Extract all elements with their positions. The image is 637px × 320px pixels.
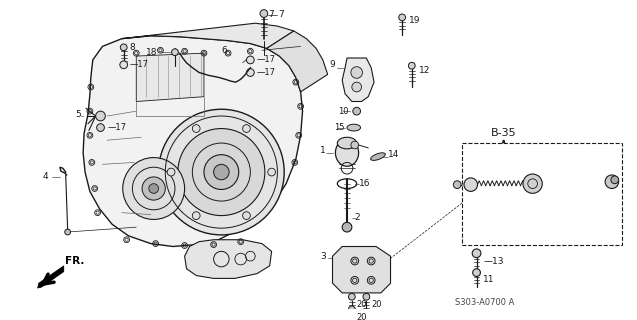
Circle shape — [523, 174, 542, 193]
Text: —17: —17 — [129, 60, 148, 69]
Circle shape — [399, 14, 406, 21]
Circle shape — [120, 44, 127, 51]
Text: 14: 14 — [388, 150, 399, 159]
Text: 4: 4 — [43, 172, 48, 181]
Text: 20: 20 — [357, 300, 367, 309]
Text: 20: 20 — [371, 300, 382, 309]
Circle shape — [171, 49, 178, 56]
Circle shape — [192, 125, 200, 132]
Circle shape — [348, 306, 355, 313]
Text: —17: —17 — [256, 55, 275, 64]
Text: 10: 10 — [338, 107, 349, 116]
Text: —17: —17 — [107, 123, 126, 132]
Text: 15: 15 — [334, 123, 344, 132]
Text: 11: 11 — [483, 275, 495, 284]
Ellipse shape — [371, 153, 385, 160]
Circle shape — [149, 184, 159, 193]
Circle shape — [96, 111, 105, 121]
Ellipse shape — [338, 137, 357, 149]
Text: 1: 1 — [320, 146, 326, 155]
Circle shape — [473, 269, 480, 276]
Polygon shape — [38, 266, 64, 288]
Circle shape — [142, 177, 165, 200]
Circle shape — [611, 176, 619, 184]
Circle shape — [159, 109, 284, 235]
Circle shape — [178, 129, 265, 216]
Circle shape — [97, 124, 104, 132]
Circle shape — [213, 164, 229, 180]
Circle shape — [351, 141, 359, 149]
Text: —13: —13 — [483, 257, 504, 266]
Text: 7: 7 — [278, 10, 284, 19]
Circle shape — [464, 178, 478, 191]
Polygon shape — [122, 23, 294, 48]
Ellipse shape — [336, 139, 359, 166]
Polygon shape — [333, 246, 390, 293]
Text: 5: 5 — [75, 109, 81, 119]
Circle shape — [192, 212, 200, 220]
Polygon shape — [185, 240, 271, 278]
Text: S303-A0700 A: S303-A0700 A — [455, 298, 515, 307]
Circle shape — [123, 157, 185, 220]
Circle shape — [363, 293, 369, 300]
Circle shape — [348, 293, 355, 300]
Polygon shape — [83, 36, 303, 246]
Bar — [462, 143, 622, 244]
Circle shape — [260, 10, 268, 17]
Circle shape — [605, 175, 619, 188]
Circle shape — [472, 249, 481, 258]
Text: 19: 19 — [409, 16, 420, 25]
Text: 12: 12 — [419, 66, 430, 75]
Circle shape — [247, 56, 254, 64]
Text: FR.: FR. — [65, 256, 84, 266]
Polygon shape — [267, 31, 327, 92]
Circle shape — [352, 82, 362, 92]
Ellipse shape — [347, 124, 361, 131]
Text: 9: 9 — [330, 60, 336, 69]
Text: 8: 8 — [129, 43, 135, 52]
Text: 20: 20 — [357, 313, 367, 320]
Circle shape — [353, 107, 361, 115]
Text: 16: 16 — [359, 179, 370, 188]
Circle shape — [243, 125, 250, 132]
Text: 3: 3 — [320, 252, 326, 261]
Text: B-35: B-35 — [490, 128, 517, 139]
Text: 6: 6 — [221, 46, 227, 55]
Circle shape — [342, 222, 352, 232]
Circle shape — [268, 168, 275, 176]
Polygon shape — [136, 53, 204, 101]
Circle shape — [168, 168, 175, 176]
Circle shape — [247, 68, 254, 76]
Circle shape — [351, 67, 362, 78]
Circle shape — [408, 62, 415, 69]
Circle shape — [454, 181, 461, 188]
Text: 18: 18 — [146, 48, 157, 57]
Circle shape — [204, 155, 239, 189]
Circle shape — [65, 229, 71, 235]
Text: —17: —17 — [256, 68, 275, 77]
Text: 7: 7 — [269, 10, 275, 19]
Circle shape — [120, 61, 127, 68]
Circle shape — [243, 212, 250, 220]
Polygon shape — [342, 58, 374, 101]
Text: 2: 2 — [355, 213, 361, 222]
